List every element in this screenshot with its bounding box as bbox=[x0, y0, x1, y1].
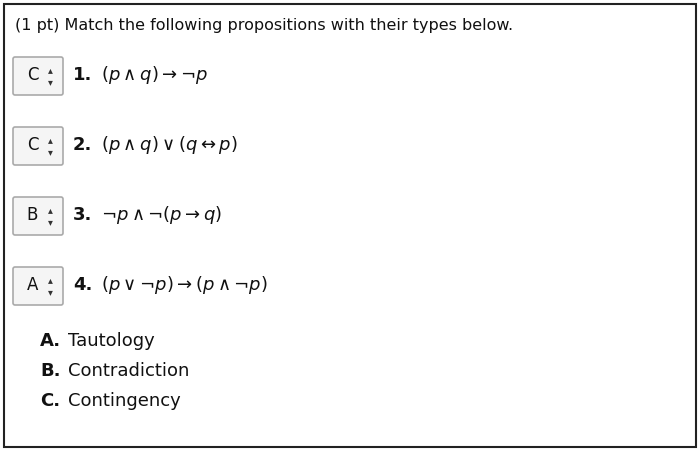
Text: C: C bbox=[27, 66, 38, 84]
Text: ▴: ▴ bbox=[48, 205, 53, 215]
Text: B: B bbox=[27, 206, 38, 224]
FancyBboxPatch shape bbox=[13, 267, 63, 305]
Text: $(p \wedge q) \rightarrow \neg p$: $(p \wedge q) \rightarrow \neg p$ bbox=[101, 64, 208, 86]
Text: $(p \wedge q) \vee (q \leftrightarrow p)$: $(p \wedge q) \vee (q \leftrightarrow p)… bbox=[101, 134, 238, 156]
FancyBboxPatch shape bbox=[4, 4, 696, 447]
FancyBboxPatch shape bbox=[13, 197, 63, 235]
FancyBboxPatch shape bbox=[13, 57, 63, 95]
FancyBboxPatch shape bbox=[13, 127, 63, 165]
Text: ▴: ▴ bbox=[48, 65, 53, 75]
Text: ▴: ▴ bbox=[48, 275, 53, 285]
Text: Tautology: Tautology bbox=[68, 332, 155, 350]
Text: Contingency: Contingency bbox=[68, 392, 181, 410]
Text: ▾: ▾ bbox=[48, 217, 53, 227]
Text: C: C bbox=[27, 136, 38, 154]
Text: $\neg p \wedge \neg(p \rightarrow q)$: $\neg p \wedge \neg(p \rightarrow q)$ bbox=[101, 204, 222, 226]
Text: ▴: ▴ bbox=[48, 135, 53, 145]
Text: Contradiction: Contradiction bbox=[68, 362, 190, 380]
Text: A.: A. bbox=[40, 332, 61, 350]
Text: 1.: 1. bbox=[73, 66, 92, 84]
Text: C.: C. bbox=[40, 392, 60, 410]
Text: 4.: 4. bbox=[73, 276, 92, 294]
Text: ▾: ▾ bbox=[48, 77, 53, 87]
Text: 3.: 3. bbox=[73, 206, 92, 224]
Text: A: A bbox=[27, 276, 38, 294]
Text: ▾: ▾ bbox=[48, 287, 53, 297]
Text: (1 pt) Match the following propositions with their types below.: (1 pt) Match the following propositions … bbox=[15, 18, 513, 33]
Text: $(p \vee \neg p) \rightarrow (p \wedge \neg p)$: $(p \vee \neg p) \rightarrow (p \wedge \… bbox=[101, 274, 268, 296]
Text: 2.: 2. bbox=[73, 136, 92, 154]
Text: B.: B. bbox=[40, 362, 60, 380]
Text: ▾: ▾ bbox=[48, 147, 53, 157]
